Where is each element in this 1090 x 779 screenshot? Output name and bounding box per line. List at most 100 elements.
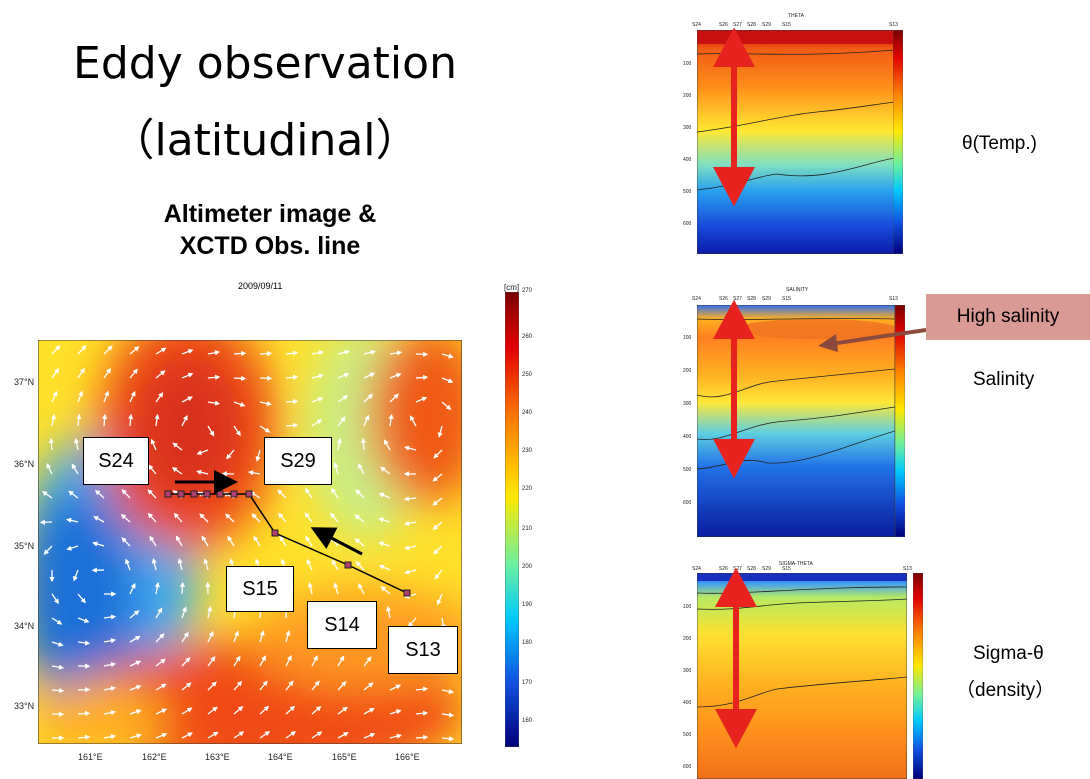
velocity-vector (77, 390, 83, 403)
lat-tick: 34°N (14, 621, 35, 631)
velocity-vector (196, 449, 209, 455)
sigma-station: S26 (719, 566, 728, 572)
velocity-vector (226, 449, 235, 460)
velocity-vector (181, 657, 191, 667)
velocity-vector (337, 732, 349, 739)
velocity-vector (285, 350, 299, 356)
velocity-vector (233, 401, 246, 407)
salinity-section (697, 305, 895, 537)
velocity-vector (233, 706, 244, 715)
velocity-vector (151, 558, 157, 571)
velocity-vector (233, 680, 243, 691)
velocity-vector (409, 415, 417, 427)
velocity-vector (285, 655, 292, 667)
velocity-vector (285, 731, 297, 739)
salinity-station: S28 (747, 296, 756, 302)
lat-tick: 36°N (14, 459, 35, 469)
velocity-vector (129, 390, 136, 403)
theta-station: S24 (692, 22, 701, 28)
colorbar-tick: 210 (522, 526, 533, 532)
subtitle-line1: Altimeter image & (163, 200, 377, 228)
velocity-vector (434, 569, 443, 580)
salinity-depth: 300 (683, 401, 692, 407)
velocity-vector (181, 415, 188, 427)
velocity-vector (360, 437, 367, 451)
theta-depth: 400 (683, 157, 692, 163)
salinity-station: S26 (719, 296, 728, 302)
velocity-vector (285, 398, 299, 405)
velocity-vector (437, 425, 443, 438)
page-title-line1: Eddy observation (73, 38, 457, 89)
station-label-s29: S29 (264, 437, 332, 485)
velocity-vector (389, 709, 402, 715)
colorbar-tick: 230 (522, 448, 533, 454)
theta-depth: 200 (683, 93, 692, 99)
velocity-vector (66, 545, 79, 551)
velocity-vector (385, 605, 392, 619)
velocity-vector (51, 367, 60, 379)
velocity-vector (51, 664, 65, 670)
velocity-vector (389, 373, 402, 379)
velocity-vector (380, 466, 391, 475)
velocity-vector (404, 445, 417, 451)
velocity-vector (389, 393, 399, 403)
theta-label: θ(Temp.) (962, 133, 1037, 154)
velocity-vector (285, 422, 299, 429)
colorbar-unit: [cm] (504, 283, 520, 292)
velocity-vector (92, 541, 105, 547)
velocity-vector (363, 707, 375, 715)
theta-depth: 600 (683, 221, 692, 227)
sigma-depth: 300 (683, 668, 692, 674)
velocity-vector (73, 569, 79, 582)
velocity-vector (433, 545, 443, 555)
velocity-vector (77, 710, 91, 717)
velocity-vector (337, 372, 350, 379)
velocity-vector (259, 680, 268, 691)
velocity-vector (259, 655, 266, 667)
velocity-vector (66, 517, 79, 523)
velocity-vector (129, 368, 138, 379)
salinity-depth: 600 (683, 500, 692, 506)
velocity-vector (233, 731, 245, 739)
lon-tick: 166°E (395, 752, 420, 762)
sigma-depth: 100 (683, 604, 692, 610)
velocity-vector (51, 641, 64, 647)
lat-tick: 33°N (14, 701, 35, 711)
velocity-vector (155, 732, 168, 739)
velocity-vector (285, 705, 296, 715)
theta-panel-title: THETA (788, 13, 805, 19)
velocity-vector (77, 593, 86, 604)
velocity-vector (154, 581, 160, 595)
velocity-vector (207, 656, 216, 667)
theta-station: S15 (782, 22, 791, 28)
velocity-vector (103, 367, 112, 379)
velocity-vector (432, 521, 443, 530)
velocity-vector (68, 490, 79, 499)
velocity-vector (129, 582, 136, 595)
velocity-vector (129, 709, 142, 715)
velocity-vector (311, 373, 324, 379)
velocity-vector (196, 469, 209, 475)
velocity-vector (103, 345, 113, 355)
velocity-vector (129, 346, 140, 355)
velocity-vector (207, 630, 214, 643)
high-salinity-label: High salinity (926, 294, 1090, 340)
lon-tick: 163°E (205, 752, 230, 762)
velocity-vector (181, 707, 193, 715)
velocity-vector (207, 374, 221, 380)
salinity-depth: 500 (683, 467, 692, 473)
velocity-vector (155, 392, 164, 403)
velocity-vector (77, 617, 90, 623)
salinity-station: S24 (692, 296, 701, 302)
map-date: 2009/09/11 (238, 281, 283, 291)
theta-depth: 100 (683, 61, 692, 67)
velocity-vector (51, 687, 65, 694)
velocity-vector (337, 681, 347, 691)
velocity-vector (441, 377, 454, 383)
velocity-vector (94, 489, 105, 499)
velocity-vector (337, 395, 349, 403)
altimeter-map (38, 340, 462, 744)
velocity-vector (103, 614, 117, 620)
velocity-vector (404, 593, 417, 599)
velocity-vector (74, 437, 80, 451)
